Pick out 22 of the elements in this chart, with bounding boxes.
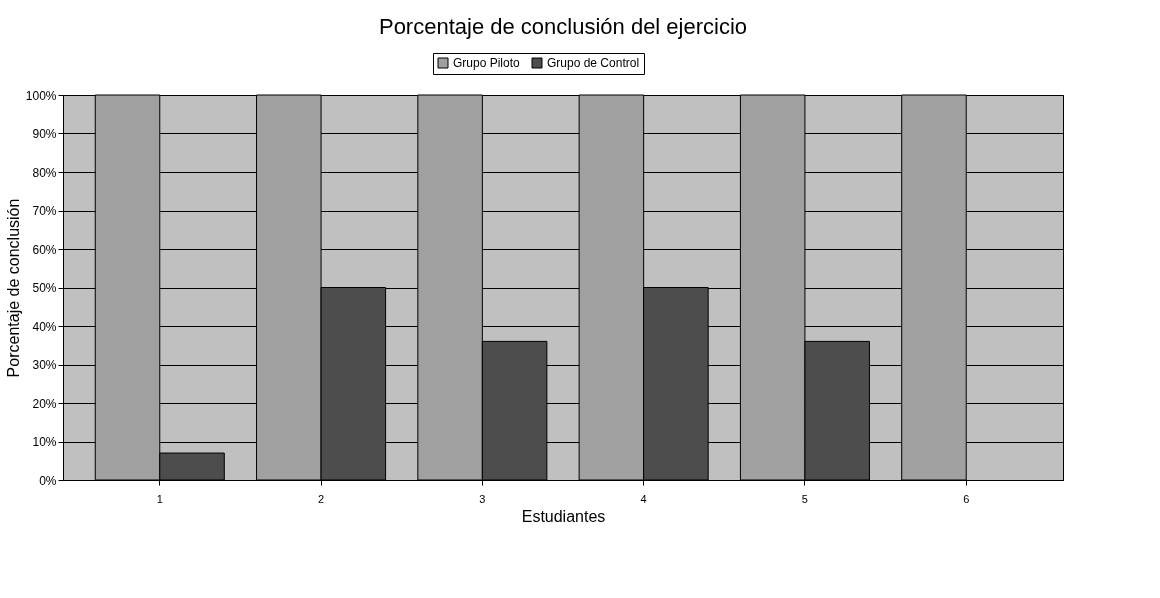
y-tick-label: 90% (32, 127, 57, 141)
x-tick-label: 4 (640, 492, 647, 505)
x-tick-label: 6 (963, 492, 970, 505)
y-tick-label: 30% (32, 358, 57, 372)
legend-label: Grupo Piloto (453, 56, 521, 70)
y-tick-label: 40% (32, 319, 57, 334)
y-tick-label: 70% (32, 204, 57, 218)
y-tick-label: 60% (32, 242, 57, 257)
x-tick-label: 5 (801, 492, 808, 505)
x-axis-title: Estudiantes (521, 507, 606, 525)
y-tick-label: 0% (39, 473, 57, 488)
y-tick-label: 100% (25, 88, 57, 103)
y-tick-label: 20% (32, 396, 57, 411)
y-tick-label: 50% (32, 281, 57, 295)
x-tick-label: 2 (318, 492, 325, 505)
legend-label: Grupo de Control (547, 56, 640, 70)
chart-title: Porcentaje de conclusión del ejercicio (378, 13, 748, 39)
x-tick-label: 3 (479, 492, 486, 505)
y-tick-label: 80% (32, 165, 57, 180)
y-axis-title: Porcentaje de conclusión (4, 198, 22, 378)
x-tick-label: 1 (156, 492, 163, 505)
y-tick-label: 10% (32, 435, 57, 449)
